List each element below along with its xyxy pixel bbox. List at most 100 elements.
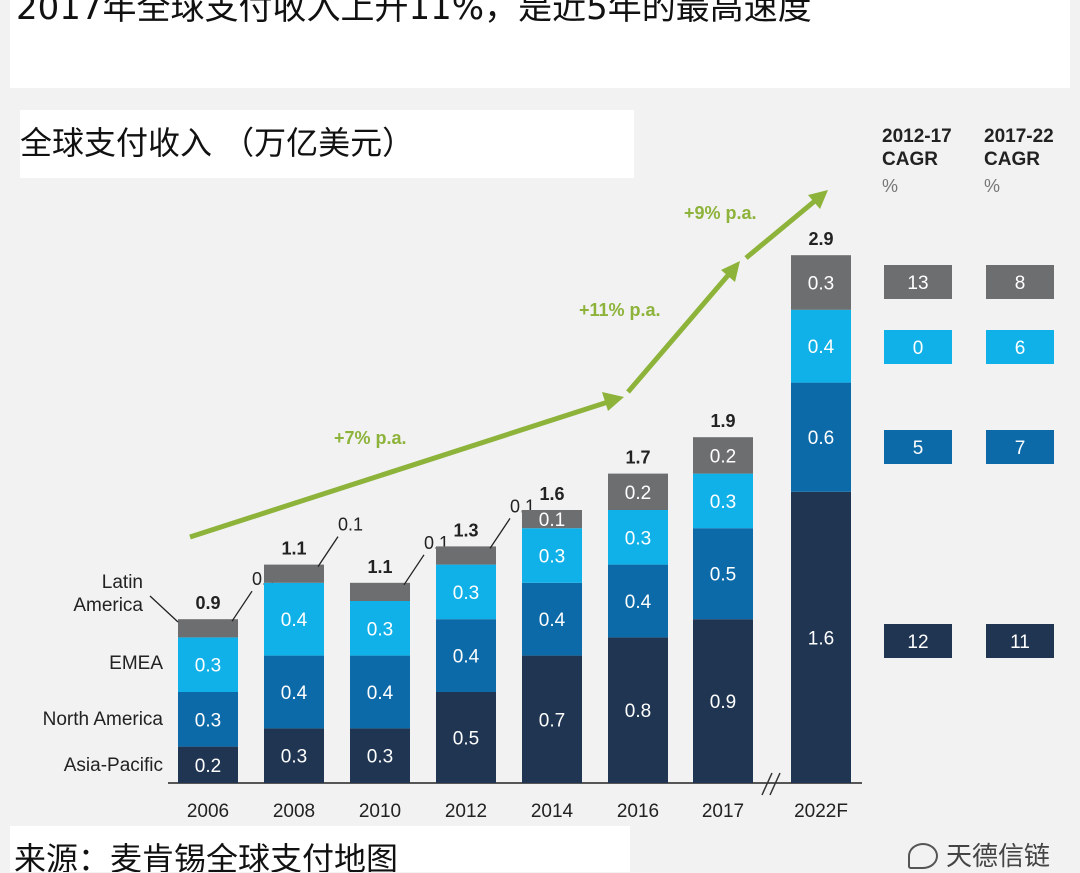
bar-segment <box>693 473 753 529</box>
cagr-value-label: 13 <box>907 273 928 294</box>
x-tick-label: 2017 <box>702 801 744 822</box>
bar-value-label: 0.4 <box>367 683 394 704</box>
bar-total-label: 2.9 <box>808 229 833 249</box>
headline-banner: 2017年全球支付收入上升11%，是近5年的最高速度 <box>10 0 1070 88</box>
cagr-value-cell <box>986 430 1054 464</box>
growth-arrow-line <box>189 399 609 540</box>
cagr-column-header: 2012-17 <box>882 126 952 147</box>
bar-value-label: 0.3 <box>808 274 834 295</box>
cagr-value-label: 6 <box>1015 338 1026 359</box>
bar-value-label: 0.4 <box>281 683 308 704</box>
bar-total-label: 1.3 <box>453 520 478 540</box>
bar-total-label: 1.7 <box>625 448 650 468</box>
callout-line <box>489 518 511 549</box>
axis-break-mark <box>769 772 781 796</box>
cagr-value-cell <box>986 624 1054 658</box>
bar-segment <box>693 528 753 620</box>
bar-value-label: 0.3 <box>281 747 307 768</box>
bar-segment <box>264 582 324 656</box>
bar-segment <box>522 528 582 583</box>
callout-value-label: 0.1 <box>338 515 363 535</box>
cagr-column-header: CAGR <box>882 149 938 170</box>
bar-segment <box>522 582 582 656</box>
bar-segment <box>178 746 238 783</box>
growth-arrow-line <box>744 198 818 260</box>
growth-rate-label: +11% p.a. <box>579 300 661 320</box>
x-tick-label: 2016 <box>617 801 659 822</box>
bar-value-label: 0.3 <box>625 528 651 549</box>
bar-value-label: 0.1 <box>539 510 565 531</box>
bar-segment <box>608 564 668 638</box>
legend-label: Latin <box>102 572 143 593</box>
bar-segment <box>350 655 410 729</box>
bar-value-label: 1.6 <box>808 628 834 649</box>
watermark-text: 天德信链 <box>945 842 1050 872</box>
growth-arrow-head <box>602 392 624 411</box>
bar-value-label: 0.6 <box>808 428 834 449</box>
bar-value-label: 0.2 <box>710 446 736 467</box>
bar-value-label: 0.3 <box>367 747 393 768</box>
bar-segment <box>264 655 324 729</box>
growth-rate-label: +9% p.a. <box>684 203 757 223</box>
bar-value-label: 0.2 <box>195 756 221 777</box>
legend-label: America <box>73 595 143 616</box>
bar-segment <box>178 637 238 692</box>
cagr-value-cell <box>986 265 1054 299</box>
growth-arrow-line <box>626 271 732 394</box>
bar-segment <box>608 510 668 565</box>
growth-arrow-head <box>721 261 740 282</box>
bar-segment <box>608 637 668 783</box>
chart-title: 全球支付收入 （万亿美元） <box>20 124 415 162</box>
axis-break-mark <box>761 772 773 796</box>
x-tick-label: 2010 <box>359 801 401 822</box>
bar-segment <box>693 437 753 474</box>
cagr-column-header: 2017-22 <box>984 126 1054 147</box>
callout-line <box>317 536 339 567</box>
bar-segment <box>178 619 238 638</box>
bar-value-label: 0.4 <box>281 610 308 631</box>
bar-segment <box>436 564 496 620</box>
bar-segment <box>791 255 851 310</box>
cagr-value-label: 0 <box>913 338 924 359</box>
cagr-value-cell <box>884 430 952 464</box>
bar-value-label: 0.3 <box>710 492 736 513</box>
bar-total-label: 1.1 <box>367 557 392 577</box>
bar-segment <box>436 619 496 692</box>
cagr-value-cell <box>884 265 952 299</box>
x-tick-label: 2012 <box>445 801 487 822</box>
bar-segment <box>693 619 753 783</box>
callout-line <box>231 590 253 622</box>
watermark: 天德信链 <box>907 836 1050 873</box>
bar-total-label: 1.6 <box>539 484 564 504</box>
growth-arrow-head <box>808 190 828 209</box>
bar-segment <box>608 473 668 510</box>
bar-segment <box>522 655 582 783</box>
cagr-value-label: 7 <box>1015 438 1026 459</box>
bar-segment <box>436 692 496 783</box>
source-text: 来源：麦肯锡全球支付地图 <box>14 840 399 872</box>
cagr-column-header: CAGR <box>984 149 1040 170</box>
bar-segment <box>522 510 582 529</box>
bar-value-label: 0.5 <box>710 565 736 586</box>
legend-label: EMEA <box>109 653 163 674</box>
wechat-icon <box>907 843 938 869</box>
bar-value-label: 0.3 <box>367 619 393 640</box>
bar-segment <box>178 692 238 747</box>
cagr-value-cell <box>884 624 952 658</box>
bar-segment <box>791 309 851 383</box>
legend-pointer-line <box>149 595 179 623</box>
cagr-value-cell <box>884 330 952 364</box>
chart-title-panel: 全球支付收入 （万亿美元） <box>20 110 634 178</box>
bar-value-label: 0.2 <box>625 483 651 504</box>
bar-value-label: 0.7 <box>539 710 565 731</box>
bar-total-label: 1.1 <box>281 539 306 559</box>
bar-value-label: 0.3 <box>195 710 221 731</box>
callout-line <box>403 554 425 586</box>
legend-label: North America <box>43 709 164 730</box>
bar-segment <box>350 728 410 783</box>
cagr-value-label: 11 <box>1010 632 1030 653</box>
cagr-unit-label: % <box>984 176 1000 196</box>
x-tick-label: 2008 <box>273 801 315 822</box>
x-tick-label: 2006 <box>187 801 229 822</box>
